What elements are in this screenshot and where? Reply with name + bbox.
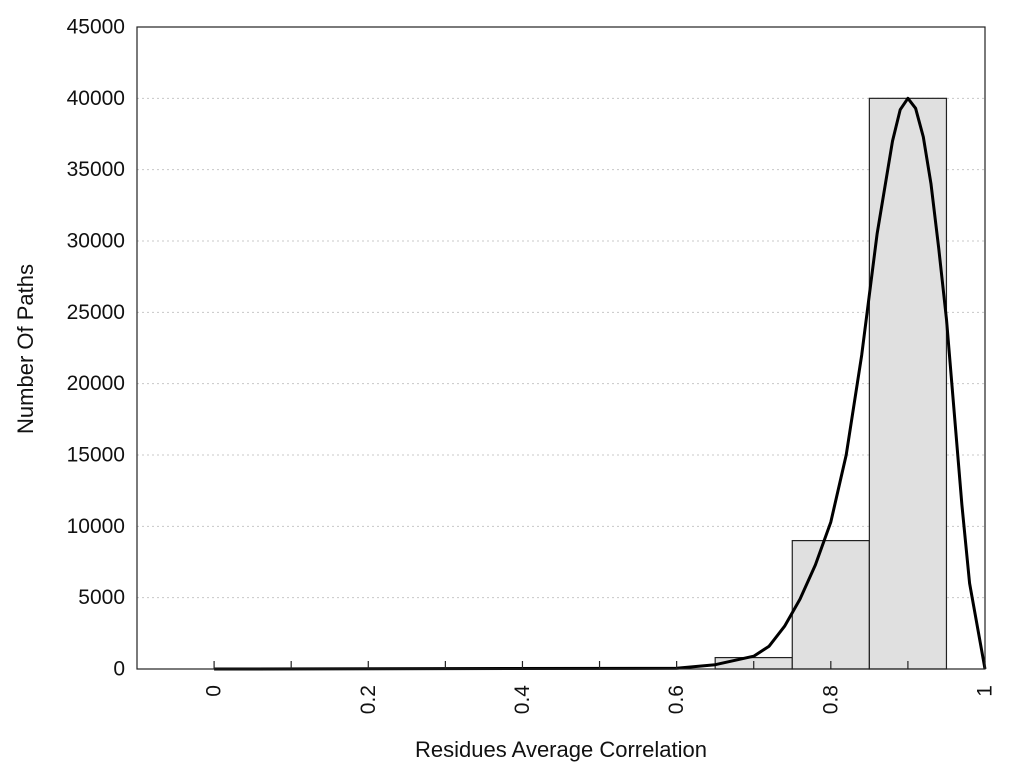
histogram-bar: [868, 97, 948, 670]
y-tick-label: 25000: [67, 301, 125, 324]
y-tick-label: 20000: [67, 372, 125, 395]
axis-ticks: 0 0.2 0.4 0.6 0.8 1 0 5000 10000 15000 20000 25000 3…: [67, 16, 997, 715]
x-tick-label: 0: [203, 685, 226, 697]
y-axis-title: Number Of Paths: [13, 264, 38, 434]
histogram-bar: [791, 539, 870, 670]
x-tick-label: 0.8: [819, 685, 842, 714]
x-axis-title: Residues Average Correlation: [415, 737, 707, 762]
y-tick-label: 30000: [67, 230, 125, 253]
x-tick-label: 0.6: [665, 685, 688, 714]
y-tick-label: 45000: [67, 16, 125, 39]
y-tick-label: 10000: [67, 515, 125, 538]
y-tick-label: 35000: [67, 158, 125, 181]
x-tick-label: 1: [974, 685, 997, 697]
plot-frame: [136, 26, 986, 670]
x-tick-label: 0.2: [357, 685, 380, 714]
y-tick-label: 5000: [78, 586, 125, 609]
y-tick-label: 15000: [67, 444, 125, 467]
grid-lines: [137, 97, 985, 599]
y-tick-label: 0: [113, 658, 125, 681]
x-tick-label: 0.4: [511, 685, 534, 715]
y-tick-label: 40000: [67, 87, 125, 110]
fit-curve: [214, 96, 987, 671]
